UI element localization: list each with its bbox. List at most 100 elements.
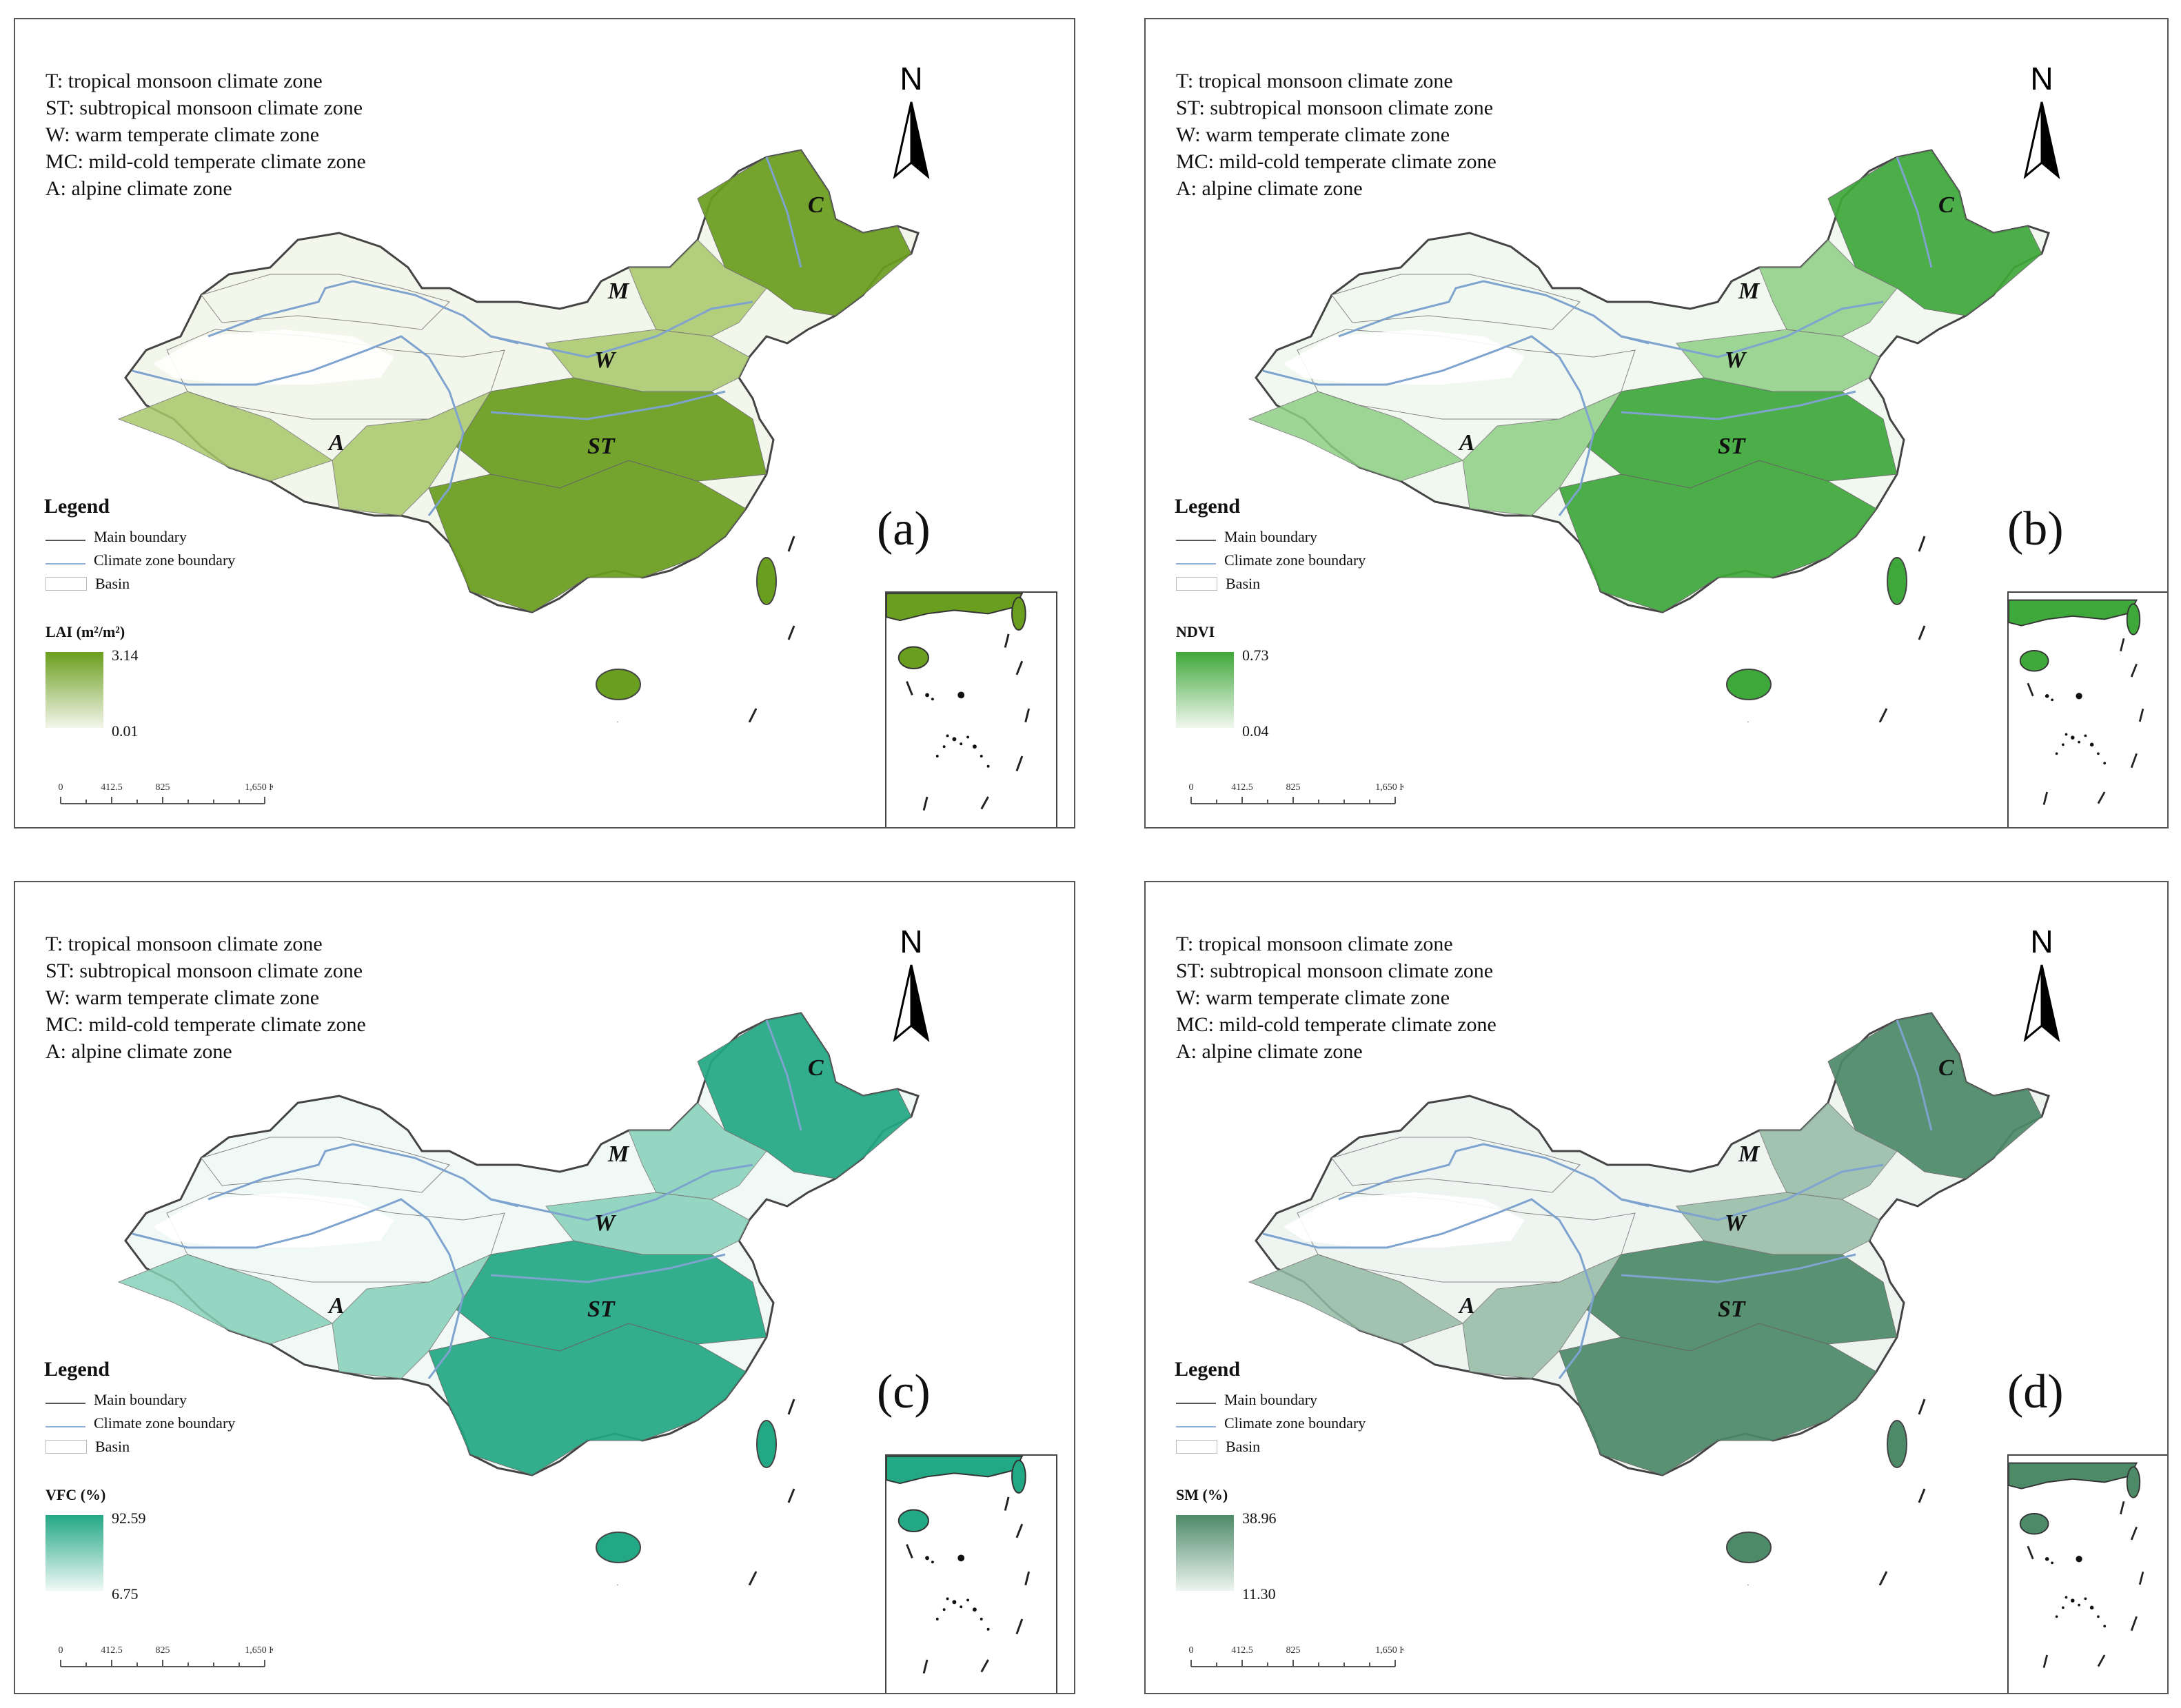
zone-key-w: W: warm temperate climate zone — [1176, 986, 1450, 1009]
zone-code-c: C — [1938, 1055, 1954, 1081]
panel-label: (b) — [2007, 502, 2064, 556]
climate-boundary-swatch — [1176, 1420, 1216, 1427]
scale-tick-label: 1,650 KM — [245, 782, 273, 793]
zone-key-mc: MC: mild-cold temperate climate zone — [1176, 1013, 1497, 1036]
climate-zone-key: T: tropical monsoon climate zone ST: sub… — [45, 68, 366, 202]
legend-item-label: Main boundary — [1224, 1391, 1318, 1408]
north-label: N — [900, 61, 922, 96]
zone-key-mc: MC: mild-cold temperate climate zone — [1176, 150, 1497, 173]
zone-code-st: ST — [587, 434, 616, 459]
legend-item-label: Climate zone boundary — [1224, 1414, 1366, 1432]
ramp-min-value: 0.04 — [1242, 722, 1269, 740]
china-map: C M W A ST T — [117, 149, 920, 722]
ramp-min-value: 0.01 — [112, 722, 139, 740]
legend-item-label: Basin — [95, 1438, 130, 1455]
panel-label: (a) — [877, 502, 931, 556]
sea-boundary-dashes — [616, 536, 795, 722]
sea-boundary-dashes — [616, 1399, 795, 1585]
scale-tick-label: 412.5 — [101, 1645, 123, 1656]
scale-tick-label: 1,650 KM — [245, 1645, 273, 1656]
scale-tick-label: 825 — [156, 782, 170, 793]
legend-item-main-boundary: Main boundary — [1176, 1391, 1317, 1409]
hainan-island — [596, 1532, 641, 1563]
zone-key-t: T: tropical monsoon climate zone — [1176, 70, 1453, 92]
scale-tick-label: 412.5 — [1231, 782, 1253, 793]
legend-item-basin: Basin — [45, 575, 130, 593]
zone-key-t: T: tropical monsoon climate zone — [45, 933, 323, 955]
zone-code-w: W — [594, 1210, 617, 1236]
north-arrow-icon: N — [893, 61, 930, 179]
sea-boundary-dashes — [1747, 536, 1926, 722]
legend-item-climate-boundary: Climate zone boundary — [45, 1414, 235, 1432]
legend-item-label: Climate zone boundary — [1224, 551, 1366, 569]
north-label: N — [900, 924, 922, 959]
zone-code-st: ST — [1718, 434, 1746, 459]
zone-code-st: ST — [587, 1297, 616, 1322]
main-boundary-swatch — [45, 533, 85, 541]
zone-code-c: C — [808, 192, 824, 218]
scale-tick-label: 1,650 KM — [1375, 782, 1403, 793]
taiwan-island — [756, 1420, 777, 1468]
north-label: N — [2030, 61, 2053, 96]
main-boundary-swatch — [1176, 533, 1216, 541]
zone-code-w: W — [1725, 347, 1747, 373]
scale-tick-label: 412.5 — [101, 782, 123, 793]
zone-code-m: M — [1738, 278, 1761, 304]
china-map: C M W A ST T — [117, 1012, 920, 1585]
inset-map — [2009, 599, 2144, 805]
scale-bar: 0 412.5 825 1,650 KM — [1189, 1645, 1403, 1667]
scale-tick-label: 0 — [1189, 1645, 1194, 1656]
taiwan-island — [1887, 557, 1907, 605]
legend-item-basin: Basin — [1176, 1438, 1260, 1456]
legend-item-label: Climate zone boundary — [94, 551, 236, 569]
hainan-island — [596, 669, 641, 700]
legend-title: Legend — [44, 1358, 110, 1381]
zone-code-a: A — [1458, 1293, 1475, 1319]
zone-code-a: A — [1458, 430, 1475, 456]
color-ramp — [1176, 652, 1234, 728]
variable-title: NDVI — [1176, 623, 1215, 640]
legend-item-main-boundary: Main boundary — [1176, 528, 1317, 546]
scale-tick-label: 825 — [1286, 1645, 1301, 1656]
map-panel-c: T: tropical monsoon climate zone ST: sub… — [14, 881, 1075, 1694]
zone-code-c: C — [808, 1055, 824, 1081]
zone-key-t: T: tropical monsoon climate zone — [45, 70, 323, 92]
north-arrow-icon: N — [2023, 924, 2060, 1042]
legend-title: Legend — [1175, 495, 1241, 518]
variable-title: SM (%) — [1176, 1486, 1228, 1503]
legend-item-main-boundary: Main boundary — [45, 1391, 187, 1409]
scale-tick-label: 0 — [1189, 782, 1194, 793]
main-boundary-swatch — [1176, 1396, 1216, 1404]
zone-key-mc: MC: mild-cold temperate climate zone — [45, 1013, 366, 1036]
zone-key-a: A: alpine climate zone — [45, 1040, 232, 1063]
color-ramp — [45, 1515, 103, 1591]
map-panel-b: T: tropical monsoon climate zone ST: sub… — [1144, 18, 2169, 828]
climate-zone-boundaries — [1262, 156, 1933, 516]
legend-item-label: Main boundary — [1224, 528, 1318, 545]
zone-code-w: W — [1725, 1210, 1747, 1236]
variable-title: LAI (m²/m²) — [45, 623, 125, 640]
zone-key-t: T: tropical monsoon climate zone — [1176, 933, 1453, 955]
basin-swatch — [45, 1440, 87, 1454]
zone-code-c: C — [1938, 192, 1954, 218]
climate-boundary-swatch — [45, 1420, 85, 1427]
south-china-sea-inset — [2007, 1454, 2167, 1693]
zone-code-w: W — [594, 347, 617, 373]
china-map: C M W A ST T — [1248, 1012, 2050, 1585]
scale-bar: 0 412.5 825 1,650 KM — [1189, 782, 1403, 804]
scale-tick-label: 825 — [1286, 782, 1301, 793]
legend-item-label: Basin — [1226, 575, 1261, 592]
map-panel-d: T: tropical monsoon climate zone ST: sub… — [1144, 881, 2169, 1694]
climate-zone-key: T: tropical monsoon climate zone ST: sub… — [1176, 931, 1497, 1065]
panel-label: (d) — [2007, 1365, 2064, 1419]
legend-item-basin: Basin — [45, 1438, 130, 1456]
taiwan-island — [1887, 1420, 1907, 1468]
legend-title: Legend — [44, 495, 110, 518]
color-ramp — [1176, 1515, 1234, 1591]
scale-tick-label: 1,650 KM — [1375, 1645, 1403, 1656]
north-arrow-icon: N — [2023, 61, 2060, 179]
zone-key-a: A: alpine climate zone — [1176, 177, 1363, 200]
legend-item-label: Climate zone boundary — [94, 1414, 236, 1432]
legend-item-label: Main boundary — [94, 528, 187, 545]
scale-bar: 0 412.5 825 1,650 KM — [59, 1645, 273, 1667]
